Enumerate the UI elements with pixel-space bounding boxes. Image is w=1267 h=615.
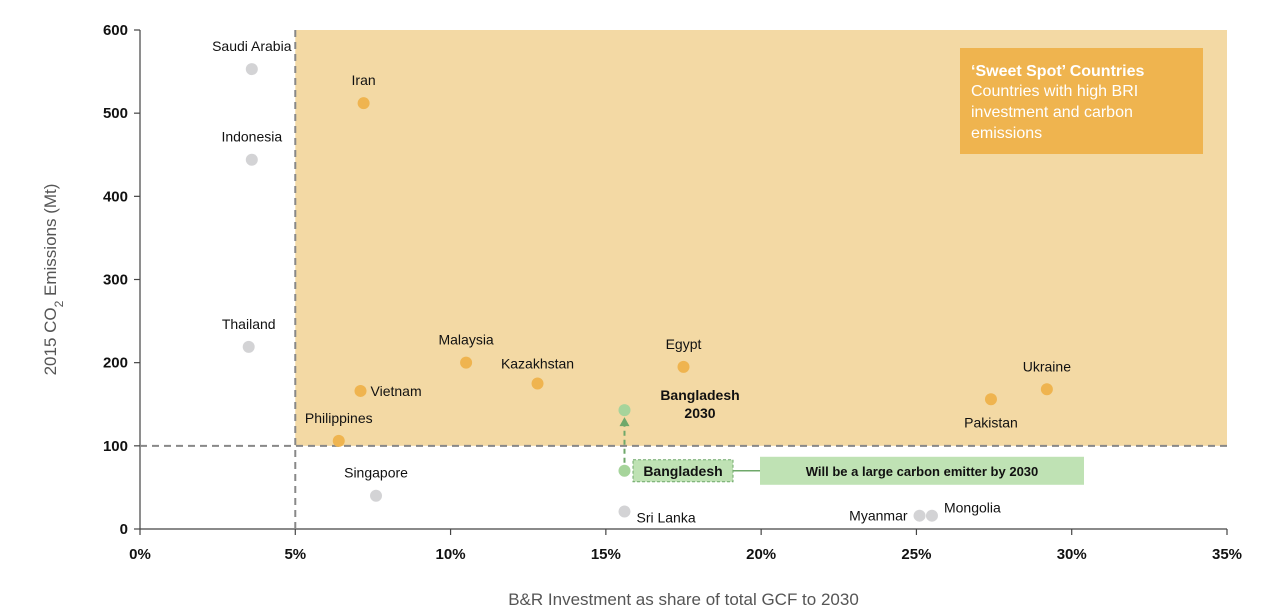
y-axis-title: 2015 CO2 Emissions (Mt) [41,184,66,376]
y-tick-label: 0 [120,521,128,538]
label-philippines: Philippines [305,410,373,426]
emitter-text: Will be a large carbon emitter by 2030 [806,464,1039,479]
callout-line-1: Countries with high BRI [971,83,1138,100]
y-tick-label: 400 [103,188,128,205]
x-tick-label: 10% [436,546,466,563]
point-sri-lanka [618,505,631,518]
x-axis-title: B&R Investment as share of total GCF to … [508,590,859,609]
callout-line-3: emissions [971,125,1042,142]
label-mongolia: Mongolia [944,500,1001,516]
callout-box [960,48,1203,154]
point-mongolia [925,509,938,522]
label-bangladesh: Bangladesh [643,463,722,479]
label-malaysia: Malaysia [438,332,493,348]
label-myanmar: Myanmar [849,508,908,524]
y-axis-title-main: 2015 CO [41,307,60,375]
point-saudi-arabia [245,63,258,76]
callout-title: ‘Sweet Spot’ Countries [971,63,1144,80]
point-philippines [332,434,345,447]
x-tick-label: 35% [1212,546,1242,563]
y-tick-label: 200 [103,355,128,372]
callout-line-2: investment and carbon [971,104,1133,121]
growth-arrow-head [619,417,630,427]
point-singapore [370,489,383,502]
label-indonesia: Indonesia [221,129,282,145]
point-indonesia [245,153,258,166]
point-bangladesh [618,464,631,477]
point-pakistan [984,393,997,406]
label-saudi-arabia: Saudi Arabia [212,38,292,54]
point-vietnam [354,384,367,397]
point-thailand [242,340,255,353]
x-tick-label: 30% [1057,546,1087,563]
label-singapore: Singapore [344,465,408,481]
y-tick-label: 600 [103,22,128,39]
point-bangladesh-2030 [618,404,631,417]
y-axis-title-sub: 2 [52,300,66,307]
label-vietnam: Vietnam [371,383,422,399]
y-tick-label: 100 [103,438,128,455]
point-egypt [677,360,690,373]
sweet-spot-callout: ‘Sweet Spot’ Countries Countries with hi… [960,48,1203,154]
label-bangladesh-2030-line-2: 2030 [684,405,715,421]
label-bangladesh-2030-line-1: Bangladesh [660,387,739,403]
x-tick-label: 5% [284,546,306,563]
point-malaysia [460,356,473,369]
label-pakistan: Pakistan [964,414,1018,430]
point-ukraine [1040,383,1053,396]
x-tick-label: 20% [746,546,776,563]
label-kazakhstan: Kazakhstan [501,355,574,371]
label-thailand: Thailand [222,316,276,332]
label-sri-lanka: Sri Lanka [636,510,695,526]
x-tick-label: 25% [901,546,931,563]
point-kazakhstan [531,377,544,390]
y-tick-label: 300 [103,272,128,289]
label-egypt: Egypt [666,336,702,352]
y-axis-title-tail: Emissions (Mt) [41,184,60,301]
y-tick-label: 500 [103,105,128,122]
emitter-box [760,456,1084,485]
point-myanmar [913,509,926,522]
x-tick-label: 0% [129,546,151,563]
point-iran [357,97,370,110]
label-iran: Iran [352,72,376,88]
label-ukraine: Ukraine [1023,358,1071,374]
x-tick-label: 15% [591,546,621,563]
